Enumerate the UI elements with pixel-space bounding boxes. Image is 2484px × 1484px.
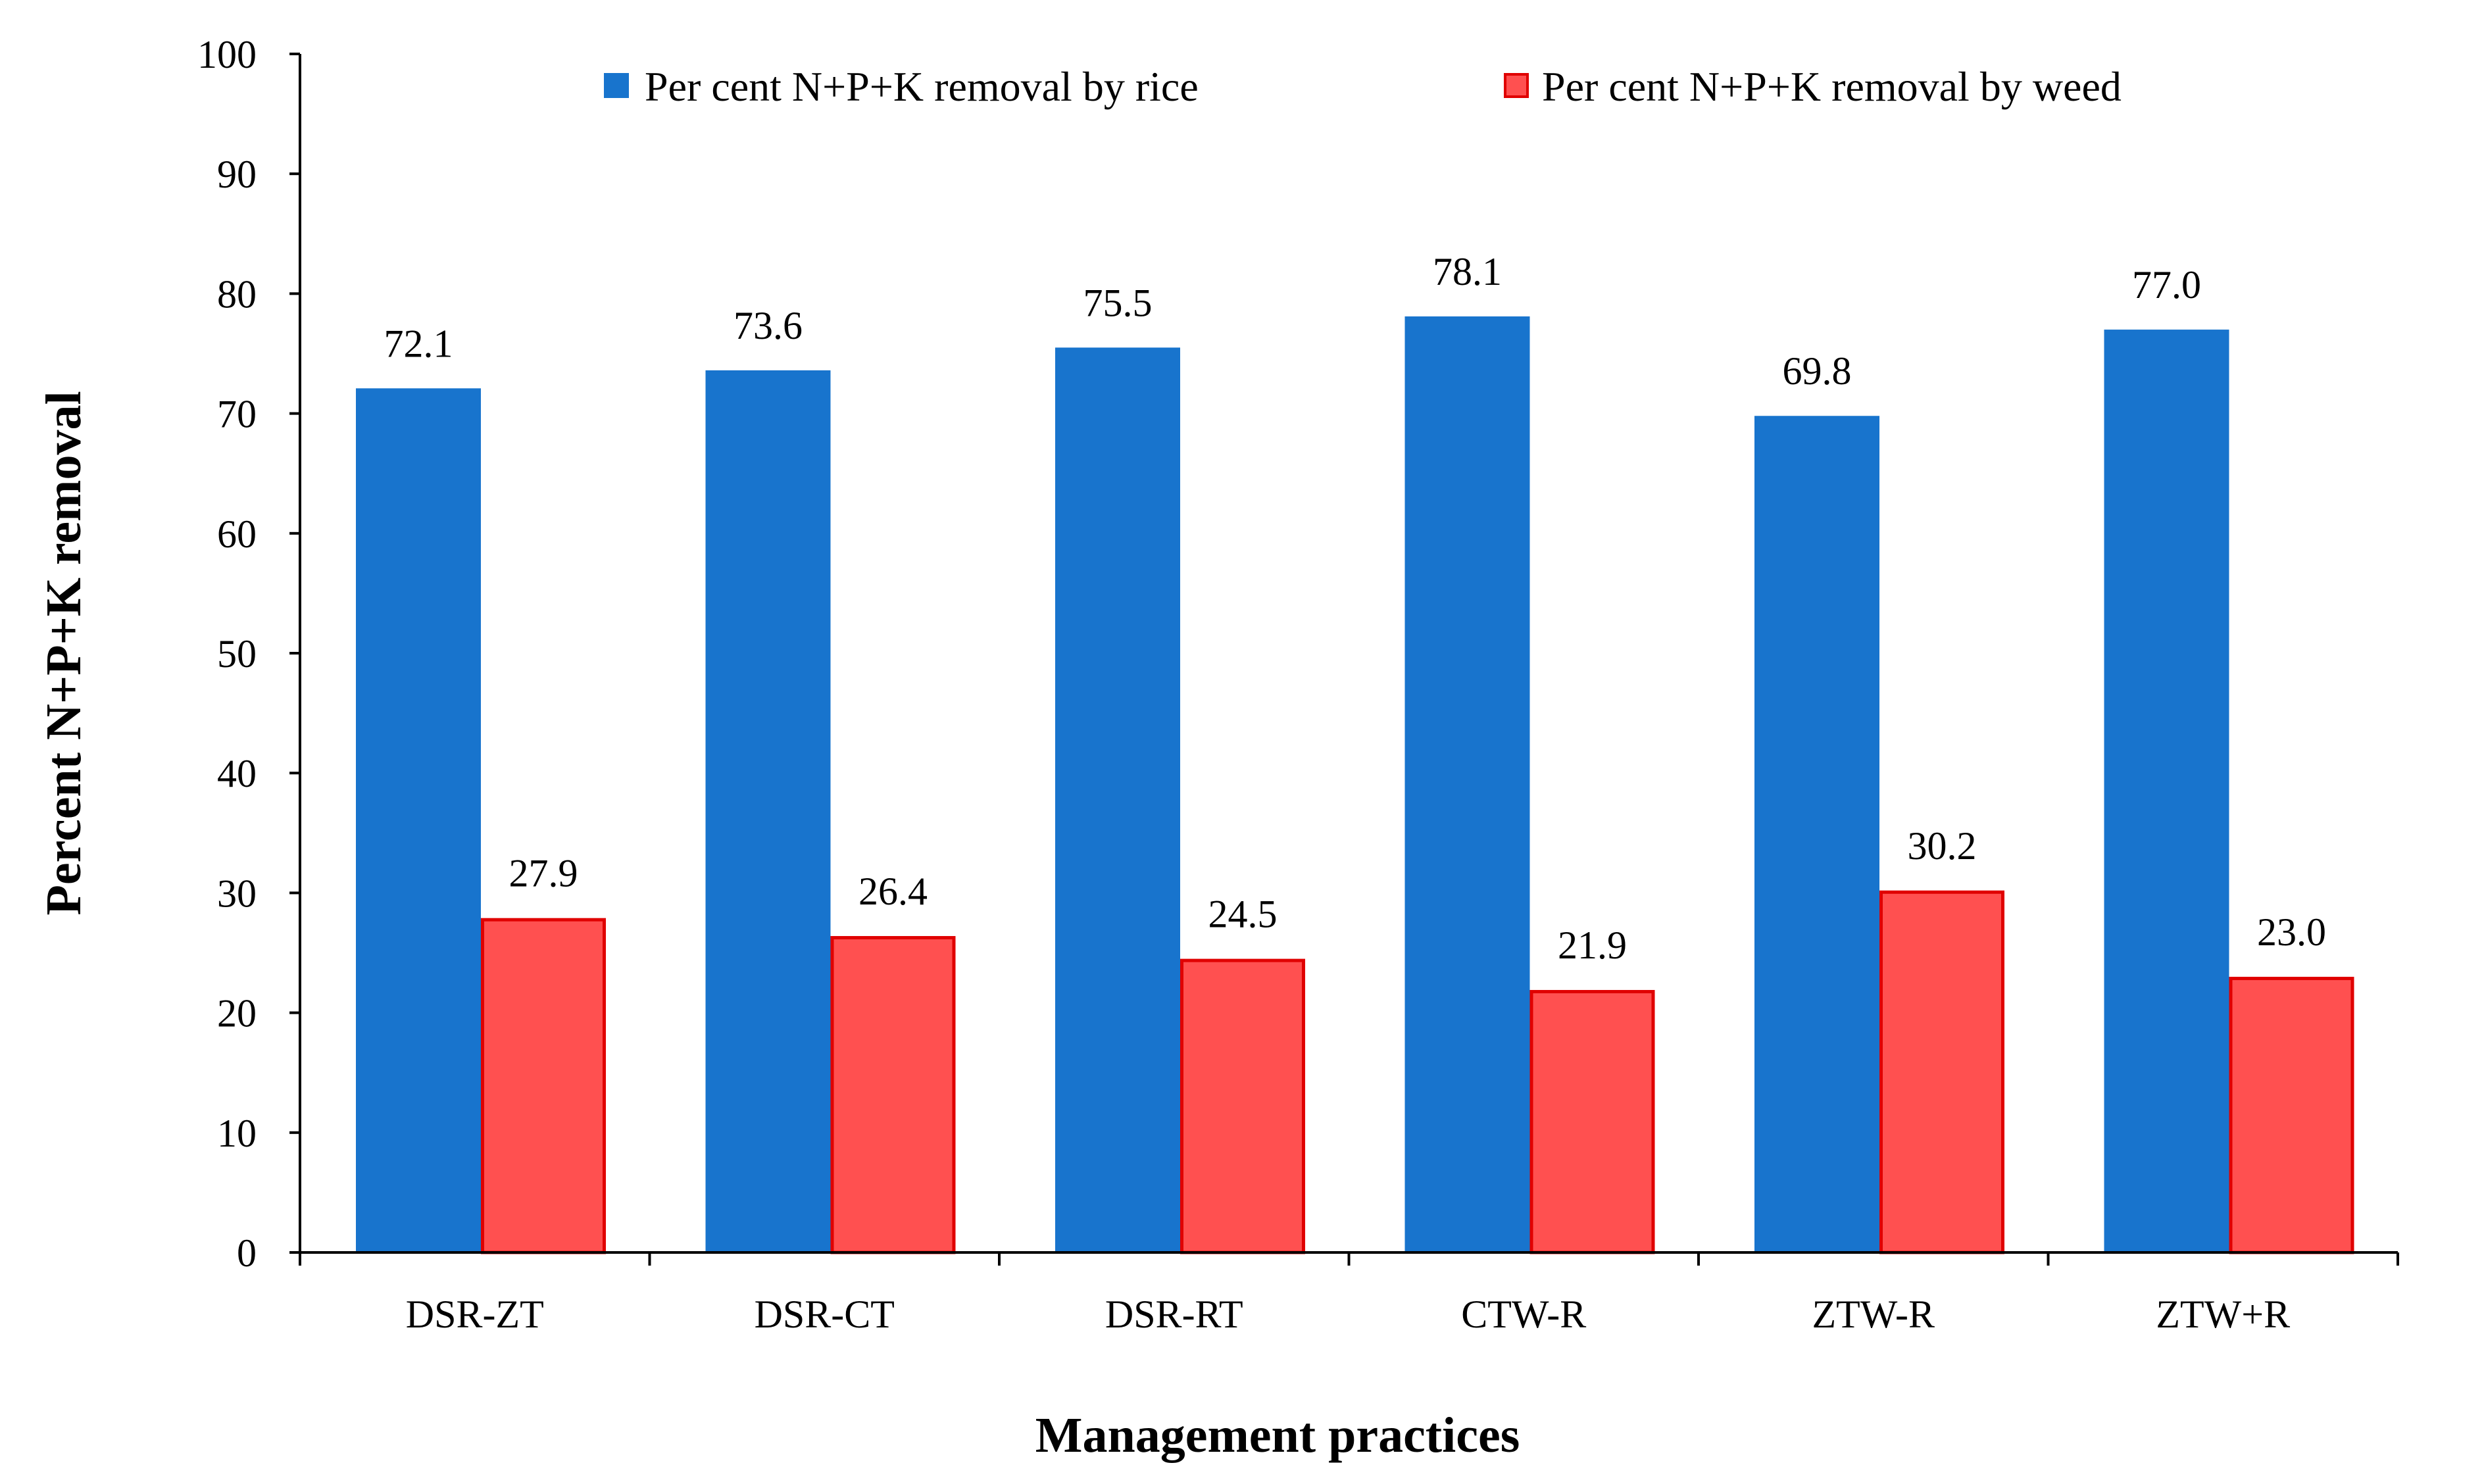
legend-label-weed: Per cent N+P+K removal by weed bbox=[1542, 63, 2122, 110]
bars bbox=[356, 316, 2354, 1254]
x-axis-title: Management practices bbox=[1035, 1408, 1520, 1463]
bar-weed bbox=[481, 918, 606, 1254]
data-label-rice: 75.5 bbox=[1083, 281, 1153, 324]
legend: Per cent N+P+K removal by rice Per cent … bbox=[604, 63, 2122, 110]
x-tick-label: DSR-CT bbox=[755, 1293, 895, 1336]
y-tick-label: 30 bbox=[217, 872, 257, 915]
bar-rice bbox=[2104, 330, 2229, 1252]
data-label-weed: 27.9 bbox=[509, 852, 578, 895]
bar-rice bbox=[1404, 316, 1530, 1252]
bar-rice bbox=[356, 388, 481, 1252]
bar-weed bbox=[1529, 989, 1655, 1254]
data-label-rice: 73.6 bbox=[733, 304, 803, 347]
data-label-weed: 21.9 bbox=[1558, 924, 1627, 967]
data-label-weed: 23.0 bbox=[2257, 910, 2326, 954]
x-tick-label: DSR-ZT bbox=[406, 1293, 544, 1336]
bar-rice bbox=[705, 370, 831, 1252]
y-tick-label: 20 bbox=[217, 992, 257, 1035]
bar-weed bbox=[1879, 890, 2004, 1254]
data-label-weed: 26.4 bbox=[858, 870, 928, 913]
y-tick-label: 70 bbox=[217, 393, 257, 436]
y-tick-label: 40 bbox=[217, 752, 257, 795]
data-label-rice: 78.1 bbox=[1433, 250, 1502, 293]
x-axis-ticks bbox=[299, 1252, 2399, 1266]
bar-weed bbox=[1180, 958, 1305, 1254]
bar-weed bbox=[830, 935, 956, 1254]
x-tick-label: ZTW+R bbox=[2156, 1293, 2290, 1336]
y-tick-label: 0 bbox=[237, 1231, 257, 1275]
data-label-rice: 72.1 bbox=[384, 322, 453, 365]
y-tick-label: 80 bbox=[217, 272, 257, 316]
x-tick-label: DSR-RT bbox=[1105, 1293, 1243, 1336]
x-axis-tick-labels: DSR-ZT DSR-CT DSR-RT CTW-R ZTW-R ZTW+R bbox=[406, 1293, 2290, 1336]
legend-label-rice: Per cent N+P+K removal by rice bbox=[645, 63, 1199, 110]
y-tick-label: 60 bbox=[217, 512, 257, 556]
x-tick-label: ZTW-R bbox=[1812, 1293, 1935, 1336]
data-label-rice: 77.0 bbox=[2132, 263, 2201, 307]
bar-rice bbox=[1055, 347, 1180, 1252]
y-tick-label: 90 bbox=[217, 153, 257, 196]
bar-weed bbox=[2229, 976, 2354, 1254]
x-tick-label: CTW-R bbox=[1461, 1293, 1586, 1336]
bar-rice bbox=[1754, 416, 1879, 1252]
legend-swatch-rice bbox=[604, 73, 629, 98]
y-axis-ticks bbox=[289, 53, 300, 1254]
data-label-weed: 24.5 bbox=[1208, 893, 1278, 936]
y-tick-label: 100 bbox=[197, 33, 257, 76]
y-axis-tick-labels: 0 10 20 30 40 50 60 70 80 90 100 bbox=[197, 33, 257, 1275]
axes bbox=[299, 54, 2398, 1254]
y-tick-label: 50 bbox=[217, 632, 257, 676]
y-axis-title: Percent N+P+K removal bbox=[36, 391, 91, 915]
data-label-weed: 30.2 bbox=[1908, 824, 1977, 868]
legend-swatch-weed bbox=[1504, 73, 1529, 98]
data-label-rice: 69.8 bbox=[1783, 349, 1852, 393]
y-tick-label: 10 bbox=[217, 1112, 257, 1155]
data-labels: 72.1 73.6 75.5 78.1 69.8 77.0 27.9 26.4 24.5 21.9… bbox=[384, 250, 2327, 967]
